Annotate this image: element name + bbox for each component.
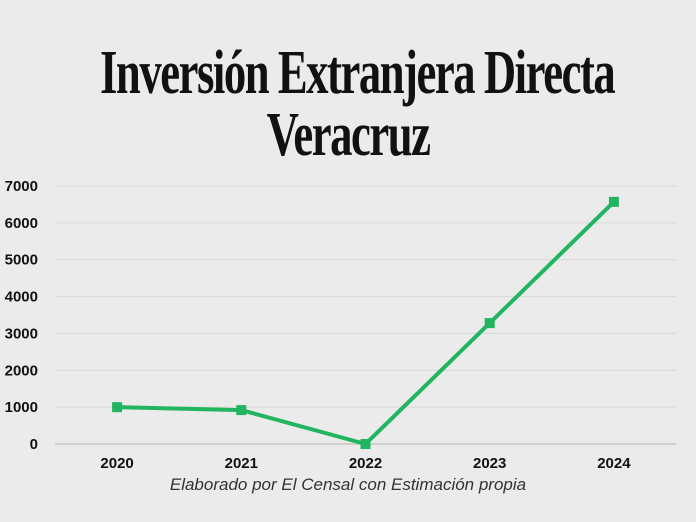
series-line: [117, 200, 616, 446]
title-text: Veracruz: [266, 101, 431, 169]
y-tick-label: 6000: [5, 215, 38, 232]
y-tick-label: 3000: [5, 325, 38, 342]
y-tick-label: 5000: [5, 252, 38, 269]
x-tick-label: 2021: [225, 455, 258, 472]
data-point: [608, 196, 619, 207]
data-point: [112, 402, 123, 413]
data-point: [360, 439, 371, 449]
y-tick-label: 2000: [5, 362, 38, 379]
x-tick-label: 2024: [597, 455, 631, 472]
title-text: Inversión Extranjera Directa: [99, 39, 616, 107]
x-tick-label: 2023: [473, 455, 506, 472]
data-point: [484, 318, 495, 329]
x-tick-label: 2020: [100, 455, 133, 472]
y-tick-label: 4000: [5, 289, 38, 306]
y-tick-label: 1000: [5, 399, 38, 416]
y-tick-label: 7000: [5, 178, 38, 195]
x-tick-label: 2022: [349, 455, 382, 472]
chart-title-line-1: Inversión Extranjera Directa: [0, 42, 696, 104]
chart-caption: Elaborado por El Censal con Estimación p…: [169, 475, 527, 494]
data-point: [236, 405, 247, 416]
y-tick-label: 0: [30, 436, 38, 453]
chart-title-line-2: Veracruz: [0, 104, 696, 166]
